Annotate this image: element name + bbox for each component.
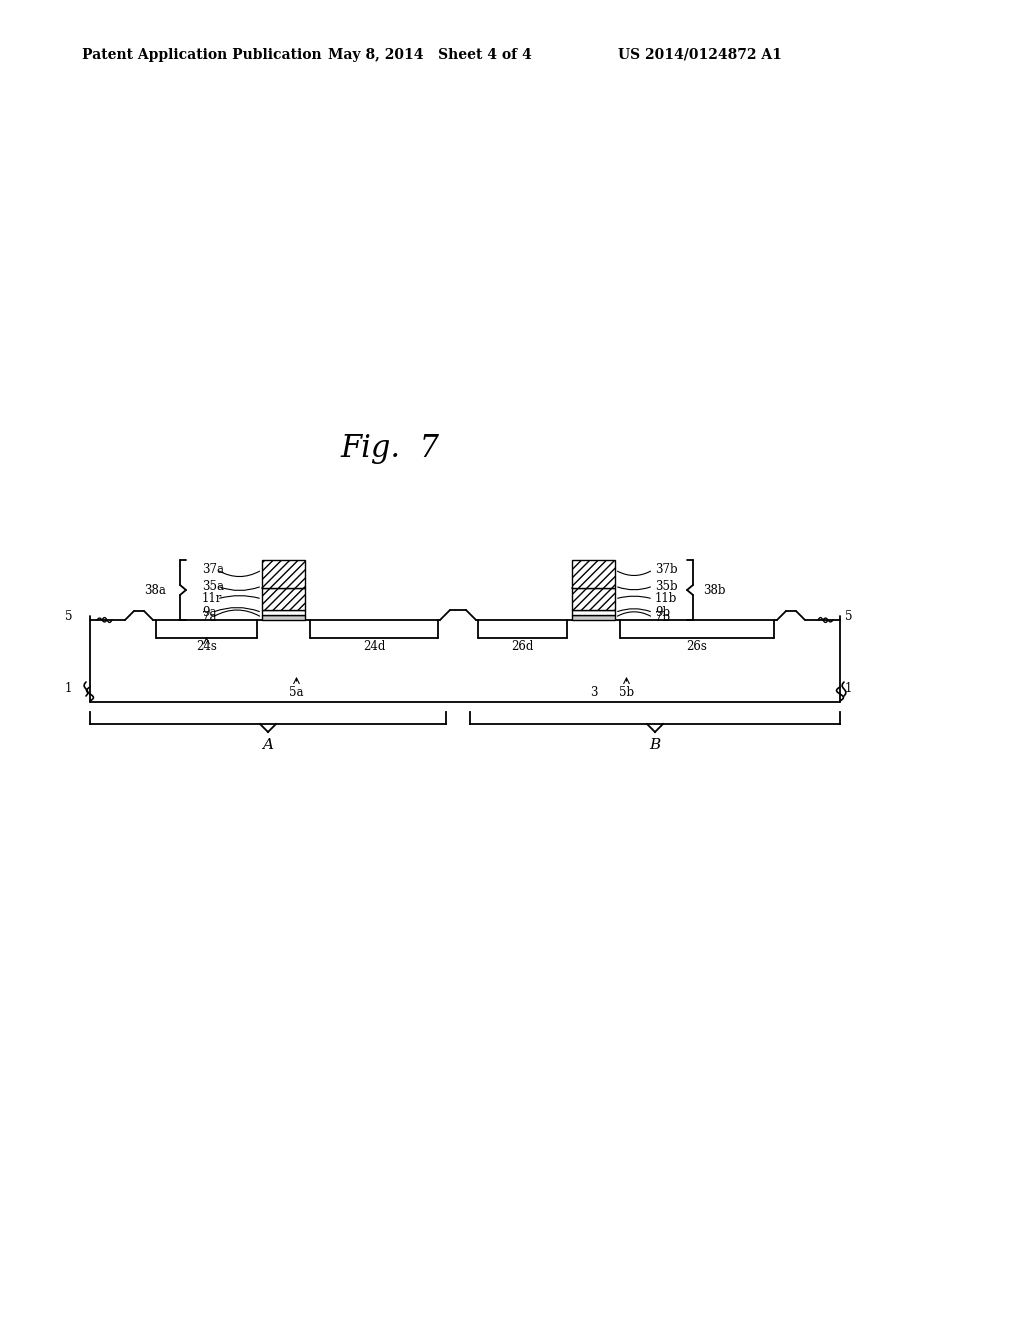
Text: 38a: 38a: [144, 583, 166, 597]
Text: 35b: 35b: [655, 579, 678, 593]
Text: 9b: 9b: [655, 606, 670, 619]
Text: 3: 3: [590, 685, 597, 698]
Text: 37b: 37b: [655, 564, 678, 577]
Text: 5b: 5b: [618, 685, 634, 698]
Text: US 2014/0124872 A1: US 2014/0124872 A1: [618, 48, 782, 62]
Text: 11b: 11b: [655, 593, 677, 606]
Text: 37a: 37a: [202, 564, 224, 577]
Bar: [572, 615, 615, 620]
Text: 9a: 9a: [202, 606, 216, 619]
Bar: [262, 615, 305, 620]
Text: A: A: [262, 738, 273, 752]
Text: 7b: 7b: [655, 611, 670, 624]
Text: 11r: 11r: [202, 593, 222, 606]
Bar: [262, 560, 305, 587]
Text: 35a: 35a: [202, 579, 224, 593]
Text: 5: 5: [65, 610, 72, 623]
Text: 1: 1: [65, 682, 72, 696]
Bar: [572, 587, 615, 610]
Text: Fig.  7: Fig. 7: [341, 433, 439, 463]
Text: May 8, 2014   Sheet 4 of 4: May 8, 2014 Sheet 4 of 4: [328, 48, 531, 62]
Bar: [572, 610, 615, 615]
Text: 38b: 38b: [703, 583, 725, 597]
Bar: [262, 610, 305, 615]
Text: Patent Application Publication: Patent Application Publication: [82, 48, 322, 62]
Text: 5: 5: [845, 610, 853, 623]
Text: 24d: 24d: [362, 639, 385, 652]
Text: 26d: 26d: [511, 639, 534, 652]
Text: 7a: 7a: [202, 611, 216, 624]
Bar: [572, 560, 615, 587]
Text: B: B: [649, 738, 660, 752]
Text: 1: 1: [845, 682, 852, 696]
Text: 26s: 26s: [686, 639, 708, 652]
Text: 24s: 24s: [196, 639, 217, 652]
Bar: [262, 587, 305, 610]
Text: 5a: 5a: [289, 685, 304, 698]
